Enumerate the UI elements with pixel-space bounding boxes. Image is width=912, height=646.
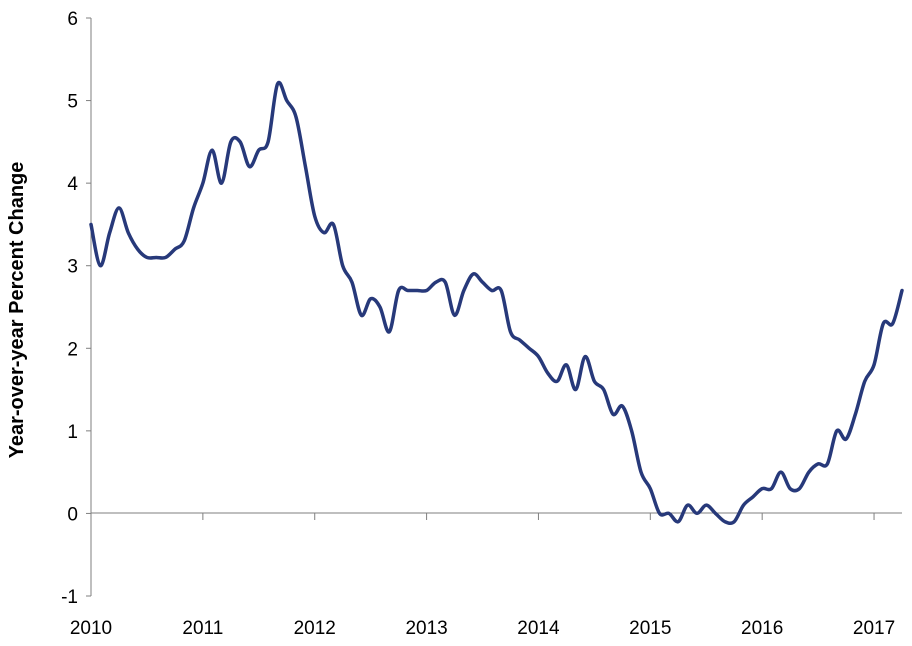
x-tick-label: 2013 bbox=[405, 618, 447, 639]
y-tick-label: 1 bbox=[67, 422, 78, 443]
y-tick-label: -1 bbox=[61, 587, 78, 608]
y-tick-label: 6 bbox=[67, 9, 78, 30]
x-axis: 2010 2011 2012 2013 2014 2015 2016 2017 bbox=[70, 512, 902, 639]
x-tick-label: 2010 bbox=[70, 618, 112, 639]
x-tick-label: 2015 bbox=[629, 618, 671, 639]
y-tick-label: 5 bbox=[67, 92, 78, 113]
y-axis: -1 0 1 2 3 4 5 6 bbox=[61, 9, 92, 608]
series-line bbox=[89, 80, 904, 526]
y-tick-label: 4 bbox=[67, 174, 78, 195]
x-tick-label: 2017 bbox=[853, 618, 895, 639]
x-tick-label: 2016 bbox=[741, 618, 783, 639]
y-axis-title: Year-over-year Percent Change bbox=[6, 162, 28, 459]
x-tick-label: 2011 bbox=[182, 618, 223, 639]
y-tick-label: 0 bbox=[67, 504, 78, 525]
x-tick-label: 2014 bbox=[517, 618, 560, 639]
x-tick-label: 2012 bbox=[294, 618, 336, 639]
y-tick-label: 2 bbox=[67, 339, 78, 360]
series-group bbox=[89, 80, 904, 526]
y-tick-label: 3 bbox=[67, 257, 78, 278]
